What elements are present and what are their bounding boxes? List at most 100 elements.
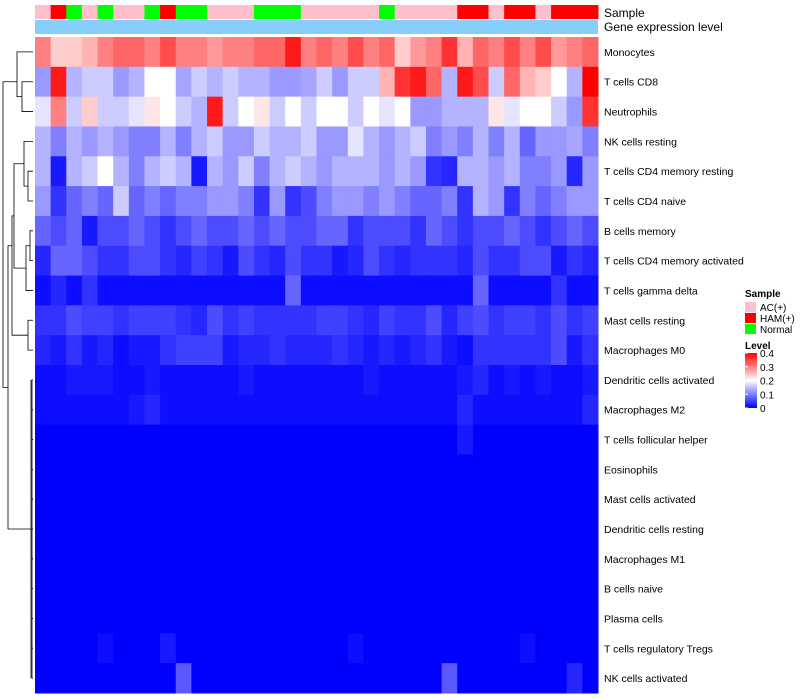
heatmap-cell — [425, 514, 443, 545]
heatmap-cell — [457, 305, 474, 336]
heatmap-cell — [128, 156, 145, 187]
heatmap-cell — [425, 245, 443, 277]
sample-annotation-cell — [160, 5, 177, 19]
heatmap-cell — [191, 365, 208, 396]
heatmap-cell — [128, 66, 145, 98]
heatmap-cell — [332, 633, 349, 664]
heatmap-cell — [222, 484, 239, 515]
heatmap-cell — [504, 514, 521, 545]
heatmap-cell — [300, 633, 317, 664]
heatmap-cell — [363, 275, 380, 306]
heatmap-cell — [35, 305, 52, 336]
heatmap-cell — [566, 663, 583, 694]
dendrogram-branch — [23, 140, 33, 187]
heatmap-cell — [347, 96, 364, 127]
heatmap-cell — [488, 96, 505, 127]
heatmap-cell — [551, 365, 568, 396]
heatmap-cell — [35, 663, 52, 694]
heatmap-cell — [207, 633, 224, 664]
heatmap-cell — [81, 484, 99, 515]
heatmap-cell — [113, 96, 130, 127]
heatmap-cell — [441, 215, 458, 247]
heatmap-cell — [50, 663, 67, 694]
heatmap-cell — [35, 37, 52, 68]
heatmap-cell — [285, 543, 302, 575]
heatmap-cell — [222, 573, 239, 605]
heatmap-cell — [113, 335, 130, 366]
heatmap-cell — [300, 454, 317, 485]
heatmap-cell — [191, 454, 208, 485]
row-label: B cells naive — [604, 584, 663, 596]
heatmap-cell — [472, 603, 490, 634]
heatmap-cell — [175, 335, 192, 366]
heatmap-cell — [332, 543, 349, 575]
heatmap-cell — [551, 215, 568, 247]
heatmap-cell — [222, 603, 239, 634]
heatmap-cell — [300, 245, 317, 277]
heatmap-cell — [519, 394, 536, 426]
dendrogram-branch — [31, 409, 33, 440]
heatmap-cell — [175, 663, 192, 694]
heatmap-cell — [191, 514, 208, 545]
heatmap-cell — [410, 186, 427, 217]
legend-level-tick-label: 0 — [760, 404, 766, 415]
heatmap-cell — [441, 573, 458, 605]
heatmap-cell — [504, 66, 521, 98]
heatmap-cell — [457, 66, 474, 98]
heatmap-cell — [238, 454, 255, 485]
heatmap-cell — [582, 424, 599, 455]
heatmap-cell — [175, 424, 192, 455]
heatmap-cell — [441, 96, 458, 127]
heatmap-cell — [519, 424, 536, 455]
heatmap-cell — [285, 365, 302, 396]
heatmap-cell — [300, 573, 317, 605]
heatmap-cell — [441, 633, 458, 664]
heatmap-cell — [81, 633, 99, 664]
heatmap-cell — [300, 424, 317, 455]
heatmap-cell — [222, 633, 239, 664]
heatmap-cell — [363, 126, 380, 157]
heatmap-cell — [160, 454, 177, 485]
heatmap-cell — [269, 156, 286, 187]
heatmap-cell — [50, 66, 67, 98]
heatmap-cell — [582, 215, 599, 247]
heatmap-cell — [238, 365, 255, 396]
sample-annotation-cell — [300, 5, 317, 19]
heatmap-cell — [347, 275, 364, 306]
heatmap-cell — [253, 305, 271, 336]
sample-annotation-cell — [441, 5, 458, 19]
heatmap-cell — [253, 215, 271, 247]
heatmap-cell — [441, 663, 458, 694]
heatmap-cell — [535, 37, 552, 68]
heatmap-cell — [191, 66, 208, 98]
heatmap-cell — [316, 394, 333, 426]
heatmap-cell — [379, 245, 396, 277]
heatmap-cell — [425, 215, 443, 247]
annotation-label-gene-expression: Gene expression level — [604, 20, 723, 34]
heatmap-cell — [207, 305, 224, 336]
row-label: T cells CD4 memory activated — [604, 256, 744, 268]
heatmap-cell — [379, 275, 396, 306]
heatmap-cell — [363, 96, 380, 127]
heatmap-cell — [207, 663, 224, 694]
heatmap-cell — [410, 156, 427, 187]
heatmap-cell — [175, 66, 192, 98]
heatmap-cell — [50, 335, 67, 366]
heatmap-cell — [425, 37, 443, 68]
heatmap-cell — [128, 573, 145, 605]
heatmap-cell — [551, 186, 568, 217]
dendrogram-branch — [31, 379, 33, 411]
heatmap-cell — [50, 394, 67, 426]
heatmap-cell — [551, 335, 568, 366]
heatmap-cell — [519, 37, 536, 68]
heatmap-cell — [81, 156, 99, 187]
heatmap-cell — [81, 275, 99, 306]
heatmap-cell — [175, 305, 192, 336]
heatmap-cell — [160, 633, 177, 664]
heatmap-cell — [222, 96, 239, 127]
heatmap-cell — [332, 96, 349, 127]
heatmap-cell — [425, 365, 443, 396]
heatmap-cell — [97, 156, 114, 187]
row-label: Monocytes — [604, 47, 655, 59]
heatmap-cell — [582, 633, 599, 664]
